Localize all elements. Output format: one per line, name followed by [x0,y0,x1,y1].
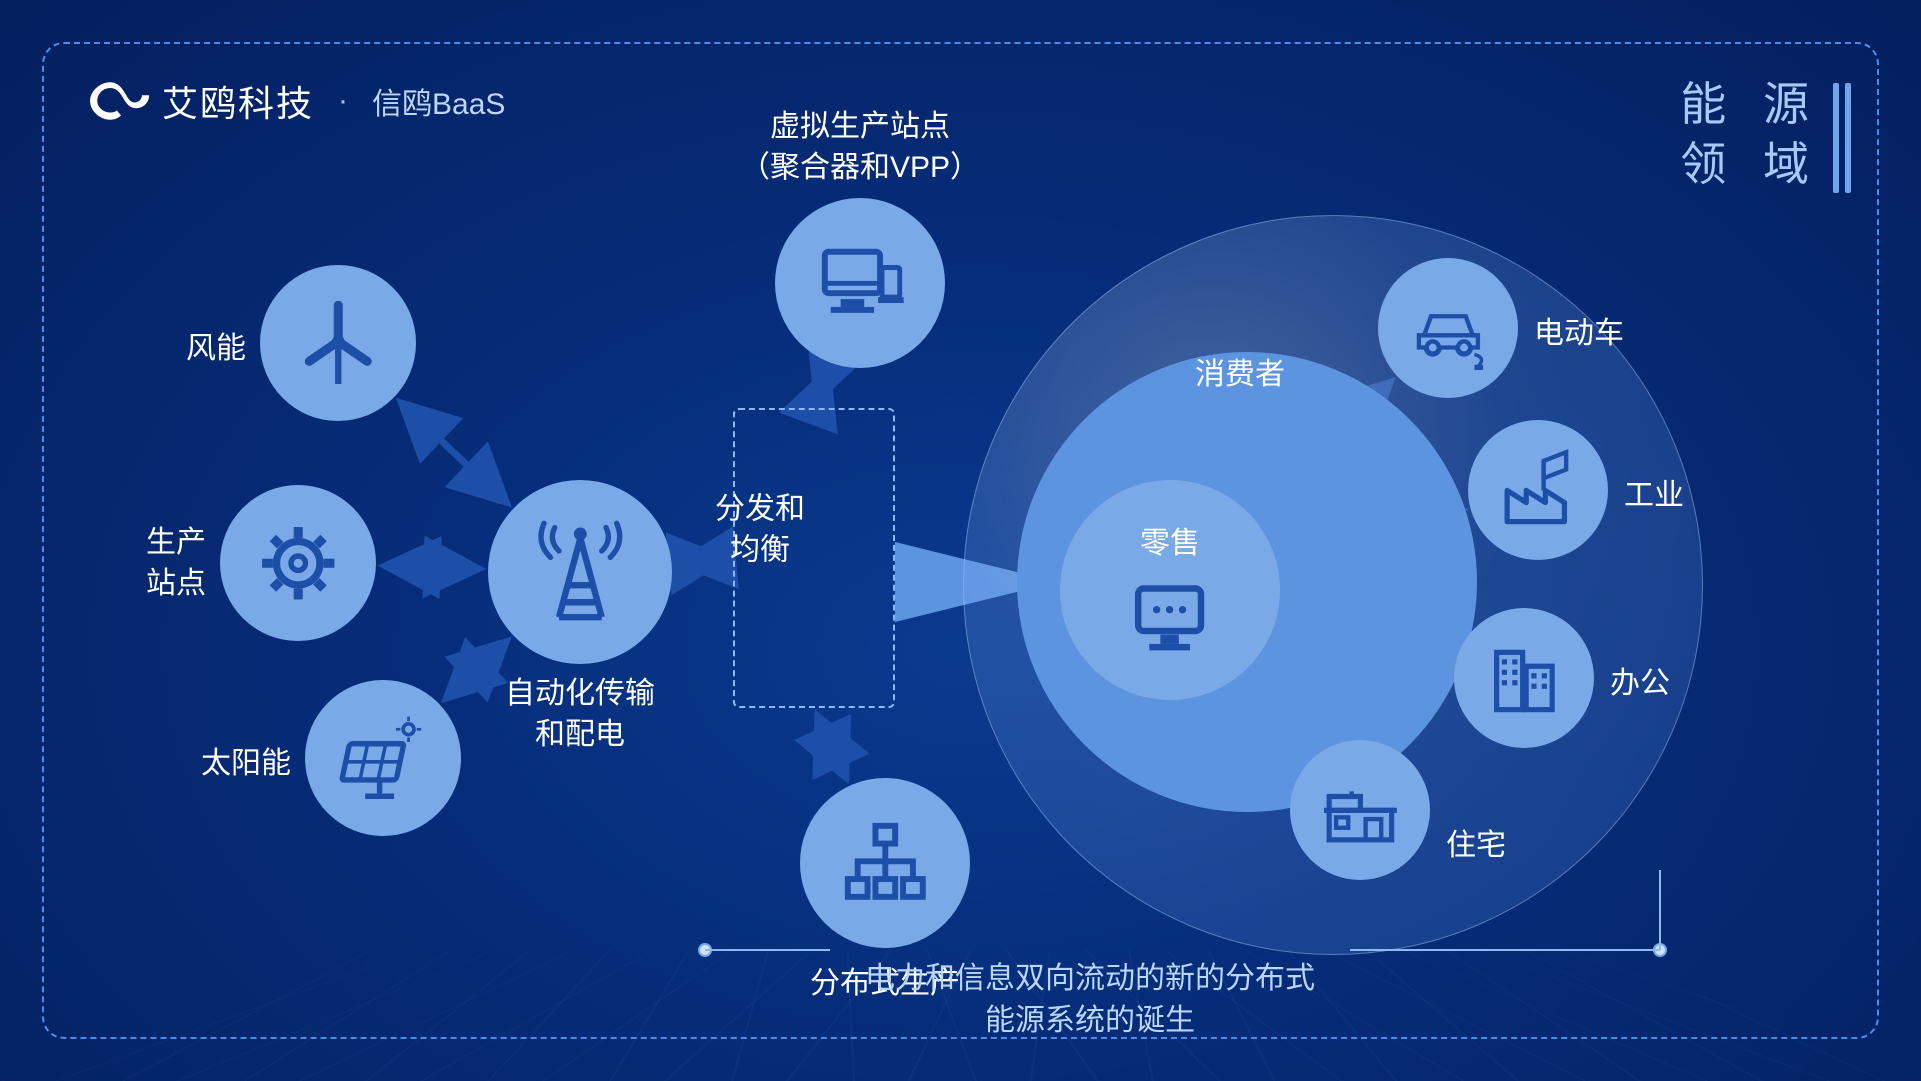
label-transmit: 自动化传输和配电 [460,674,700,755]
label-industry: 工业 [1624,470,1684,514]
label-consumer: 消费者 [1195,355,1285,396]
label-dispatch: 分发和均衡 [715,490,805,571]
label-solar: 太阳能 [201,738,291,782]
node-ev [1378,258,1518,398]
label-vpp: 虚拟生产站点（聚合器和VPP） [680,107,1040,188]
node-home [1290,740,1430,880]
node-station [220,485,376,641]
node-wind [260,265,416,421]
node-industry [1468,420,1608,560]
turbine-icon [293,298,383,388]
monitor-icon [1108,570,1231,662]
node-solar [305,680,461,836]
node-vpp [775,198,945,368]
lead-line [1659,870,1661,950]
solar-icon [338,713,428,803]
retail-label: 零售 [1140,518,1200,562]
node-transmit [488,480,672,664]
gear-icon [253,518,343,608]
building-icon [1481,635,1568,722]
label-wind: 风能 [186,323,246,367]
lead-line [705,949,830,951]
label-station: 生产站点 [146,523,206,604]
arrow [817,370,828,400]
node-dist [800,778,970,948]
arrow [400,402,507,503]
label-ev: 电动车 [1534,308,1624,352]
label-office: 办公 [1610,658,1670,702]
diagram-canvas: 零售风能生产站点太阳能自动化传输和配电虚拟生产站点（聚合器和VPP）分布式生产电… [0,0,1921,1081]
caption-text: 电力和信息双向流动的新的分布式能源系统的诞生 [865,958,1315,1042]
computer-icon [811,234,910,333]
label-home: 住宅 [1446,820,1506,864]
hierarchy-icon [836,814,935,913]
arrow [817,715,846,778]
factory-icon [1495,447,1582,534]
tower-icon [527,519,634,626]
lead-line [1350,949,1660,951]
house-icon [1317,767,1404,854]
car-icon [1405,285,1492,372]
node-retail: 零售 [1060,480,1280,700]
arrow [384,566,480,569]
node-office [1454,608,1594,748]
